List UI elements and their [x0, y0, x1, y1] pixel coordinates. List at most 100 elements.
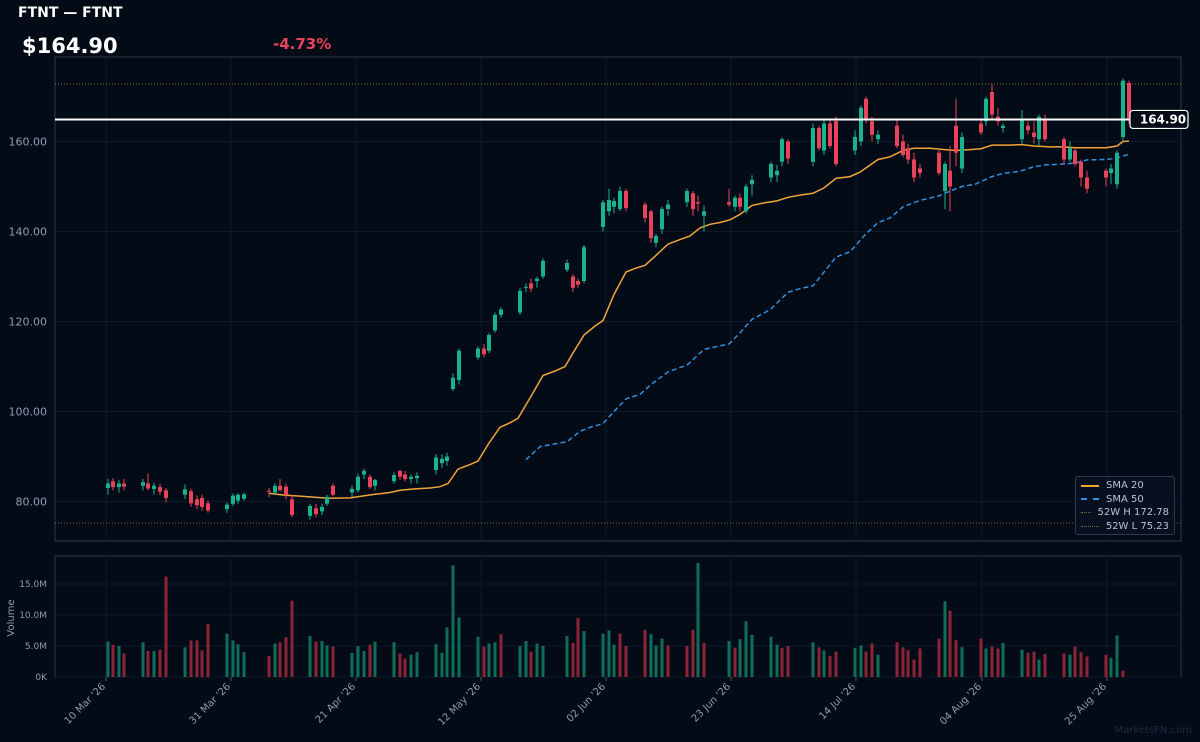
candle-body	[350, 488, 354, 493]
volume-bar	[1032, 651, 1036, 677]
candle-body	[643, 204, 647, 218]
candle	[195, 495, 199, 510]
candle	[918, 164, 922, 178]
price-panel-frame	[54, 56, 1182, 542]
volume-bar	[618, 633, 622, 677]
candle	[325, 494, 329, 506]
volume-bar	[1062, 653, 1066, 677]
volume-bar	[870, 643, 874, 677]
volume-bar	[445, 627, 449, 677]
legend-label-52w-high: 52W H 172.78	[1097, 507, 1169, 518]
volume-bar	[996, 648, 1000, 677]
candle	[152, 482, 156, 495]
volume-bar	[906, 650, 910, 677]
candle-body	[733, 197, 737, 207]
candle	[111, 478, 115, 491]
volume-bar	[937, 638, 941, 677]
candle-body	[853, 137, 857, 151]
candle-body	[206, 503, 210, 511]
candle-body	[1043, 119, 1047, 140]
candle	[954, 98, 958, 167]
volume-y-tick-label: 10.0M	[19, 611, 47, 621]
candle	[440, 454, 444, 468]
x-tick-label: 12 May '26	[436, 681, 483, 728]
volume-bar	[601, 633, 605, 677]
candle-body	[141, 482, 145, 486]
volume-bar	[948, 610, 952, 677]
candle	[267, 488, 271, 497]
y-tick-label: 80.00	[16, 496, 48, 509]
candle-body	[434, 457, 438, 470]
candle	[582, 245, 586, 284]
candle	[409, 474, 413, 484]
candle	[660, 206, 664, 234]
candle-body	[1109, 168, 1113, 173]
volume-bar	[225, 633, 229, 677]
candle	[356, 473, 360, 493]
candle-body	[937, 152, 941, 173]
candle	[727, 188, 731, 207]
volume-bar	[415, 652, 419, 677]
candle	[576, 278, 580, 288]
volume-bar	[1037, 659, 1041, 677]
candle	[601, 200, 605, 232]
volume-bar	[733, 647, 737, 677]
volume-bar	[195, 640, 199, 677]
volume-bar	[984, 648, 988, 677]
candle-body	[1001, 125, 1005, 128]
candle	[685, 188, 689, 207]
candle	[607, 188, 611, 216]
volume-bar	[744, 621, 748, 677]
volume-bar	[1020, 649, 1024, 677]
candle-body	[231, 495, 235, 504]
candle-body	[111, 481, 115, 488]
volume-bar	[1073, 646, 1077, 677]
candle-body	[769, 164, 773, 178]
candle-body	[780, 139, 784, 162]
candle	[817, 125, 821, 151]
candle	[1062, 137, 1066, 164]
candle-body	[918, 168, 922, 173]
candle-body	[445, 456, 449, 461]
candle	[1079, 159, 1083, 187]
volume-bar	[649, 634, 653, 677]
volume-bar	[660, 638, 664, 677]
volume-bar	[236, 644, 240, 677]
volume-bar	[164, 576, 168, 677]
candle-body	[738, 197, 742, 207]
candle	[487, 332, 491, 353]
candle-body	[1127, 83, 1131, 120]
candle-body	[696, 202, 700, 204]
candle	[225, 502, 229, 513]
candle-body	[476, 348, 480, 358]
candle-body	[106, 483, 110, 488]
volume-bar	[535, 643, 539, 677]
candle-body	[817, 128, 821, 149]
volume-bar	[666, 645, 670, 677]
candle	[1085, 170, 1089, 194]
candle-body	[189, 491, 193, 504]
candle	[702, 205, 706, 232]
candle-body	[990, 92, 994, 115]
volume-bar	[278, 642, 282, 677]
candle-body	[984, 98, 988, 122]
volume-bar	[487, 643, 491, 677]
candle	[284, 483, 288, 500]
volume-bar	[775, 644, 779, 677]
x-tick-label: 02 Jun '26	[565, 681, 608, 724]
volume-bar	[524, 641, 528, 677]
candle-body	[1020, 119, 1024, 140]
volume-bar	[141, 642, 145, 677]
candle	[859, 105, 863, 146]
candle-body	[1062, 139, 1066, 160]
volume-bar	[440, 652, 444, 677]
candle-body	[654, 236, 658, 243]
candle	[612, 197, 616, 214]
candle-body	[685, 191, 689, 203]
candle	[141, 479, 145, 491]
candle-body	[864, 98, 868, 119]
legend-item-52w-high: 52W H 172.78	[1081, 506, 1169, 520]
volume-bar	[565, 636, 569, 677]
candle-body	[529, 283, 533, 289]
